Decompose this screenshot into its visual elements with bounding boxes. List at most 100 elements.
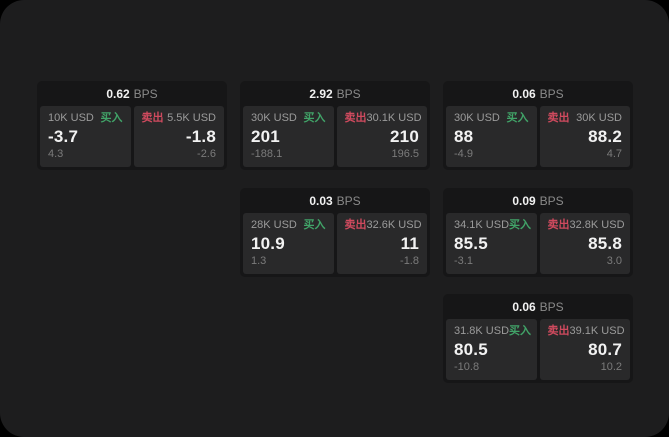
sell-quote-panel[interactable]: 卖出 30K USD 88.2 4.7 xyxy=(539,106,630,167)
sell-price: 85.8 xyxy=(588,234,622,253)
card-header: 0.62 BPS xyxy=(37,81,227,106)
bps-value: 0.03 xyxy=(309,193,333,208)
sell-panel-top: 卖出 30.1K USD xyxy=(344,112,422,124)
sell-quote-panel[interactable]: 卖出 32.8K USD 85.8 3.0 xyxy=(539,213,630,274)
buy-delta: -4.9 xyxy=(454,148,473,160)
quote-card: 0.03 BPS 28K USD 买入 10.9 1.3 卖出 32.6K US… xyxy=(240,188,430,277)
bps-value: 2.92 xyxy=(309,86,333,101)
bps-unit-label: BPS xyxy=(539,299,564,314)
buy-side-label: 买入 xyxy=(509,219,532,231)
sell-panel-top: 卖出 39.1K USD xyxy=(547,325,625,337)
sell-amount: 39.1K USD xyxy=(569,325,625,337)
bps-unit-label: BPS xyxy=(133,86,158,101)
sell-delta: -1.8 xyxy=(400,255,419,267)
sell-delta: 3.0 xyxy=(606,255,622,267)
sell-delta: 196.5 xyxy=(391,148,419,160)
buy-quote-panel[interactable]: 28K USD 买入 10.9 1.3 xyxy=(243,213,334,274)
buy-amount: 30K USD xyxy=(454,112,500,124)
bps-value: 0.06 xyxy=(512,299,536,314)
sell-panel-top: 卖出 32.8K USD xyxy=(548,219,625,231)
bps-value: 0.06 xyxy=(512,86,536,101)
buy-quote-panel[interactable]: 10K USD 买入 -3.7 4.3 xyxy=(40,106,131,167)
sell-quote-panel[interactable]: 卖出 5.5K USD -1.8 -2.6 xyxy=(133,106,224,167)
buy-panel-top: 30K USD 买入 xyxy=(251,113,326,124)
buy-side-label: 买入 xyxy=(303,112,326,124)
buy-price: 85.5 xyxy=(454,234,488,253)
buy-quote-panel[interactable]: 30K USD 买入 201 -188.1 xyxy=(243,106,334,167)
sell-quote-panel[interactable]: 卖出 39.1K USD 80.7 10.2 xyxy=(539,319,630,380)
sell-price: -1.8 xyxy=(185,127,216,146)
bps-value: 0.09 xyxy=(512,193,536,208)
buy-quote-panel[interactable]: 30K USD 买入 88 -4.9 xyxy=(446,106,537,167)
sell-amount: 30K USD xyxy=(576,112,622,124)
buy-quote-panel[interactable]: 31.8K USD 买入 80.5 -10.8 xyxy=(446,319,537,380)
buy-side-label: 买入 xyxy=(509,325,532,337)
buy-price: 201 xyxy=(251,127,280,146)
buy-panel-top: 31.8K USD 买入 xyxy=(454,325,532,337)
bps-unit-label: BPS xyxy=(539,193,564,208)
buy-side-label: 买入 xyxy=(506,112,529,124)
card-body: 34.1K USD 买入 85.5 -3.1 卖出 32.8K USD 85.8… xyxy=(443,213,633,277)
card-body: 28K USD 买入 10.9 1.3 卖出 32.6K USD 11 -1.8 xyxy=(240,213,430,277)
sell-quote-panel[interactable]: 卖出 32.6K USD 11 -1.8 xyxy=(336,213,427,274)
buy-delta: 4.3 xyxy=(48,148,64,160)
sell-side-label: 卖出 xyxy=(141,112,164,124)
quote-card: 2.92 BPS 30K USD 买入 201 -188.1 卖出 30.1K … xyxy=(240,81,430,170)
sell-delta: -2.6 xyxy=(197,148,216,160)
sell-price: 80.7 xyxy=(588,340,622,359)
buy-delta: -188.1 xyxy=(251,148,283,160)
buy-side-label: 买入 xyxy=(100,112,123,124)
buy-amount: 30K USD xyxy=(251,112,297,124)
bps-value: 0.62 xyxy=(106,86,130,101)
buy-panel-top: 28K USD 买入 xyxy=(251,220,326,231)
quote-card: 0.62 BPS 10K USD 买入 -3.7 4.3 卖出 5.5K USD… xyxy=(37,81,227,170)
buy-price: -3.7 xyxy=(48,127,79,146)
buy-price: 10.9 xyxy=(251,234,285,253)
sell-price: 210 xyxy=(390,127,419,146)
sell-side-label: 卖出 xyxy=(344,219,367,231)
sell-side-label: 卖出 xyxy=(344,112,367,124)
sell-side-label: 卖出 xyxy=(547,112,570,124)
quote-card: 0.09 BPS 34.1K USD 买入 85.5 -3.1 卖出 32.8K… xyxy=(443,188,633,277)
sell-price: 11 xyxy=(400,234,419,253)
card-header: 0.09 BPS xyxy=(443,188,633,213)
card-body: 30K USD 买入 88 -4.9 卖出 30K USD 88.2 4.7 xyxy=(443,106,633,170)
bps-unit-label: BPS xyxy=(539,86,564,101)
bps-unit-label: BPS xyxy=(336,86,361,101)
card-body: 31.8K USD 买入 80.5 -10.8 卖出 39.1K USD 80.… xyxy=(443,319,633,383)
buy-delta: -3.1 xyxy=(454,255,473,267)
buy-delta: 1.3 xyxy=(251,255,267,267)
sell-amount: 5.5K USD xyxy=(167,112,216,124)
sell-quote-panel[interactable]: 卖出 30.1K USD 210 196.5 xyxy=(336,106,427,167)
buy-price: 80.5 xyxy=(454,340,488,359)
sell-side-label: 卖出 xyxy=(547,325,570,337)
sell-panel-top: 卖出 32.6K USD xyxy=(344,219,422,231)
sell-amount: 32.8K USD xyxy=(569,219,625,231)
sell-delta: 10.2 xyxy=(600,361,622,373)
card-body: 10K USD 买入 -3.7 4.3 卖出 5.5K USD -1.8 -2.… xyxy=(37,106,227,170)
card-header: 0.06 BPS xyxy=(443,81,633,106)
buy-panel-top: 30K USD 买入 xyxy=(454,113,529,124)
sell-delta: 4.7 xyxy=(606,148,622,160)
buy-panel-top: 34.1K USD 买入 xyxy=(454,219,532,231)
card-header: 0.06 BPS xyxy=(443,294,633,319)
quote-card: 0.06 BPS 30K USD 买入 88 -4.9 卖出 30K USD 8… xyxy=(443,81,633,170)
sell-panel-top: 卖出 5.5K USD xyxy=(142,113,217,124)
buy-side-label: 买入 xyxy=(303,219,326,231)
sell-amount: 32.6K USD xyxy=(366,219,422,231)
buy-delta: -10.8 xyxy=(454,361,480,373)
bps-unit-label: BPS xyxy=(336,193,361,208)
buy-amount: 28K USD xyxy=(251,219,297,231)
sell-price: 88.2 xyxy=(588,127,622,146)
buy-amount: 34.1K USD xyxy=(454,219,510,231)
buy-quote-panel[interactable]: 34.1K USD 买入 85.5 -3.1 xyxy=(446,213,537,274)
buy-amount: 31.8K USD xyxy=(454,325,510,337)
buy-amount: 10K USD xyxy=(48,112,94,124)
buy-panel-top: 10K USD 买入 xyxy=(48,113,123,124)
card-header: 0.03 BPS xyxy=(240,188,430,213)
buy-price: 88 xyxy=(454,127,474,146)
sell-panel-top: 卖出 30K USD xyxy=(548,113,623,124)
sell-amount: 30.1K USD xyxy=(366,112,422,124)
